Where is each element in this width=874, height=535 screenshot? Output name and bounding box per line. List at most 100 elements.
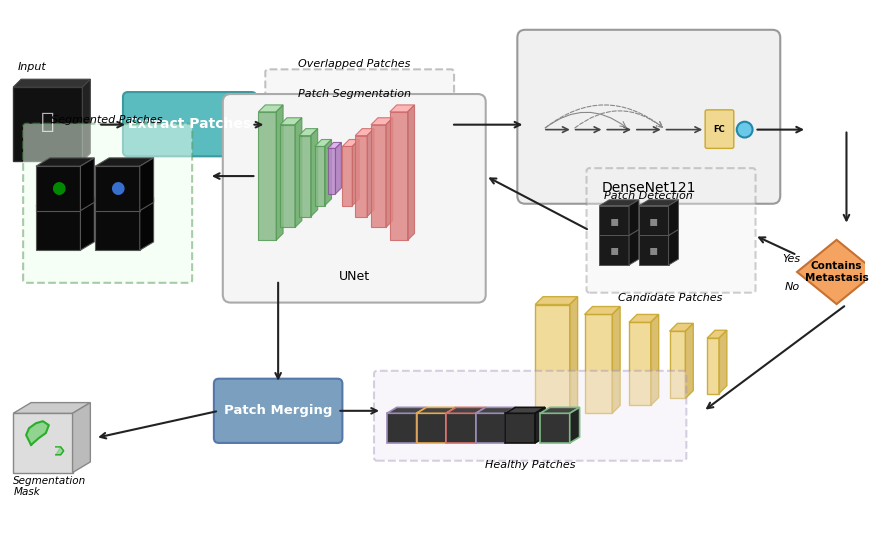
Polygon shape <box>505 414 535 443</box>
Polygon shape <box>36 206 80 250</box>
Polygon shape <box>585 315 612 414</box>
FancyBboxPatch shape <box>266 70 454 184</box>
Polygon shape <box>311 128 317 217</box>
Polygon shape <box>82 79 90 161</box>
Polygon shape <box>339 140 346 166</box>
Polygon shape <box>371 125 386 227</box>
Polygon shape <box>475 407 516 414</box>
Text: Healthy Patches: Healthy Patches <box>485 460 575 470</box>
Polygon shape <box>639 230 678 235</box>
Polygon shape <box>535 304 570 423</box>
Polygon shape <box>26 421 49 445</box>
Text: Segmentation
Mask: Segmentation Mask <box>13 476 87 497</box>
FancyBboxPatch shape <box>23 124 192 283</box>
Polygon shape <box>355 128 374 135</box>
Text: ▪: ▪ <box>649 243 658 257</box>
Polygon shape <box>413 140 420 166</box>
Polygon shape <box>80 158 94 211</box>
Polygon shape <box>293 144 323 149</box>
Polygon shape <box>535 297 578 304</box>
Polygon shape <box>629 230 639 265</box>
Polygon shape <box>390 105 414 112</box>
Polygon shape <box>600 200 639 206</box>
Polygon shape <box>56 447 64 455</box>
Polygon shape <box>13 414 73 472</box>
Polygon shape <box>612 307 621 414</box>
Polygon shape <box>274 142 305 148</box>
Text: Input: Input <box>18 62 47 72</box>
Text: ▪: ▪ <box>609 243 619 257</box>
Polygon shape <box>417 407 456 414</box>
Polygon shape <box>328 142 342 148</box>
Text: ●: ● <box>51 179 66 197</box>
Polygon shape <box>505 407 545 414</box>
Polygon shape <box>407 105 414 240</box>
Polygon shape <box>259 112 276 240</box>
Polygon shape <box>355 135 367 217</box>
Polygon shape <box>685 323 693 399</box>
FancyBboxPatch shape <box>223 94 486 303</box>
Polygon shape <box>669 200 678 235</box>
Text: Patch Segmentation: Patch Segmentation <box>298 89 411 99</box>
Polygon shape <box>629 200 639 235</box>
Text: Contains
Metastasis: Contains Metastasis <box>805 261 869 283</box>
Polygon shape <box>328 148 336 194</box>
Polygon shape <box>336 142 342 194</box>
Polygon shape <box>95 197 154 206</box>
Polygon shape <box>669 331 685 399</box>
Polygon shape <box>288 159 309 181</box>
Polygon shape <box>140 158 154 211</box>
Polygon shape <box>707 330 727 338</box>
Text: Overlapped Patches: Overlapped Patches <box>298 59 411 70</box>
Text: ●: ● <box>110 179 125 197</box>
Polygon shape <box>535 407 545 443</box>
Polygon shape <box>505 407 516 443</box>
Polygon shape <box>317 145 339 166</box>
Polygon shape <box>570 407 579 443</box>
Polygon shape <box>352 140 359 206</box>
Polygon shape <box>540 407 579 414</box>
Polygon shape <box>281 125 295 227</box>
Polygon shape <box>600 230 639 235</box>
Polygon shape <box>475 407 486 443</box>
Polygon shape <box>639 235 669 265</box>
Polygon shape <box>446 407 486 414</box>
Polygon shape <box>315 147 324 206</box>
Polygon shape <box>387 414 417 443</box>
Polygon shape <box>293 149 316 171</box>
Polygon shape <box>274 159 295 181</box>
Text: Patch Detection: Patch Detection <box>605 191 693 201</box>
Polygon shape <box>281 118 302 125</box>
Polygon shape <box>316 144 323 171</box>
Polygon shape <box>386 118 392 227</box>
Circle shape <box>737 121 753 137</box>
Polygon shape <box>387 407 427 414</box>
Polygon shape <box>36 197 94 206</box>
FancyBboxPatch shape <box>586 168 755 293</box>
Polygon shape <box>13 79 90 87</box>
Polygon shape <box>297 142 305 171</box>
Polygon shape <box>707 338 719 394</box>
Polygon shape <box>343 149 365 171</box>
Polygon shape <box>392 145 413 166</box>
Polygon shape <box>317 140 346 145</box>
Polygon shape <box>585 307 621 315</box>
Polygon shape <box>343 140 359 147</box>
Polygon shape <box>446 414 475 443</box>
FancyBboxPatch shape <box>123 92 256 156</box>
Polygon shape <box>36 166 80 211</box>
Text: FC: FC <box>713 125 725 134</box>
Polygon shape <box>315 140 331 147</box>
Polygon shape <box>475 414 505 443</box>
Text: UNet: UNet <box>339 270 370 283</box>
Polygon shape <box>367 128 374 217</box>
Polygon shape <box>371 118 392 125</box>
Polygon shape <box>324 140 331 206</box>
Polygon shape <box>80 197 94 250</box>
Polygon shape <box>629 323 651 406</box>
Text: ▪: ▪ <box>609 213 619 227</box>
Polygon shape <box>629 315 659 323</box>
FancyBboxPatch shape <box>517 30 780 204</box>
Polygon shape <box>639 206 669 235</box>
Polygon shape <box>570 297 578 423</box>
